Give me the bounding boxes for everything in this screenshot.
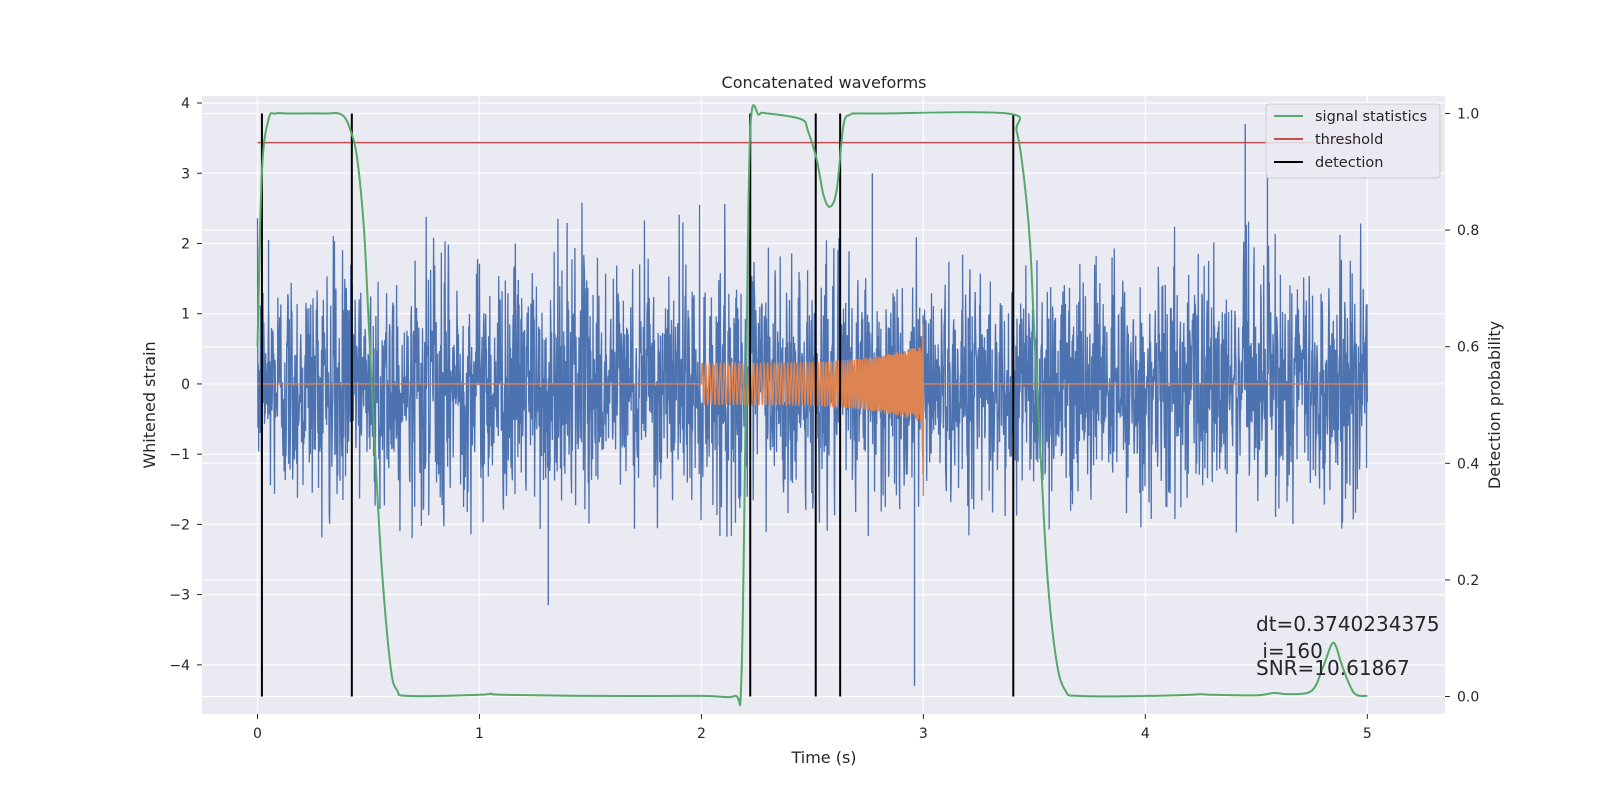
x-tick-label: 2: [697, 726, 706, 742]
annotation-dt: dt=0.3740234375: [1256, 612, 1440, 636]
y-tick-label: 2: [181, 236, 190, 252]
y-tick-label: 4: [181, 96, 190, 112]
x-tick-label: 4: [1141, 726, 1150, 742]
y2-tick-label: 0.2: [1457, 573, 1479, 589]
x-tick-label: 5: [1363, 726, 1372, 742]
chart-title: Concatenated waveforms: [722, 73, 927, 92]
legend-label-detection: detection: [1315, 155, 1383, 171]
y2-axis-label: Detection probability: [1485, 321, 1504, 489]
signal-statistics-line: [256, 104, 1368, 707]
legend-label-signal-statistics: signal statistics: [1315, 109, 1427, 125]
annotation-index: i=160: [1256, 639, 1323, 663]
template-waveform-line: [257, 323, 1368, 497]
legend-label-threshold: threshold: [1315, 132, 1383, 148]
y2-tick-label: 0.0: [1457, 690, 1479, 706]
y-tick-label: −1: [169, 447, 190, 463]
y2-tick-label: 0.6: [1457, 340, 1479, 356]
y-tick-label: −3: [169, 588, 190, 604]
y-tick-label: 0: [181, 377, 190, 393]
x-tick-label: 1: [475, 726, 484, 742]
x-axis-label: Time (s): [790, 748, 856, 767]
y-tick-label: 3: [181, 166, 190, 182]
y2-tick-label: 1.0: [1457, 106, 1479, 122]
tick-labels: 0 1 2 3 4 5 −4 −3 −2 −1 0 1 2 3 4 0.0 0.2 0.4 0.6 0.8 1.0: [169, 96, 1479, 742]
y-tick-label: −4: [169, 658, 190, 674]
legend: signal statistics threshold detection: [1265, 103, 1441, 179]
y2-tick-label: 0.8: [1457, 223, 1479, 239]
y-tick-label: 1: [181, 307, 190, 323]
y2-tick-label: 0.4: [1457, 456, 1479, 472]
annotation-snr: SNR=10.61867: [1256, 656, 1410, 680]
legend-box: [1265, 103, 1441, 179]
x-tick-label: 0: [253, 726, 262, 742]
y-axis-label: Whitened strain: [140, 341, 159, 468]
series-layer: [256, 104, 1368, 707]
x-tick-label: 3: [919, 726, 928, 742]
y-tick-label: −2: [169, 517, 190, 533]
